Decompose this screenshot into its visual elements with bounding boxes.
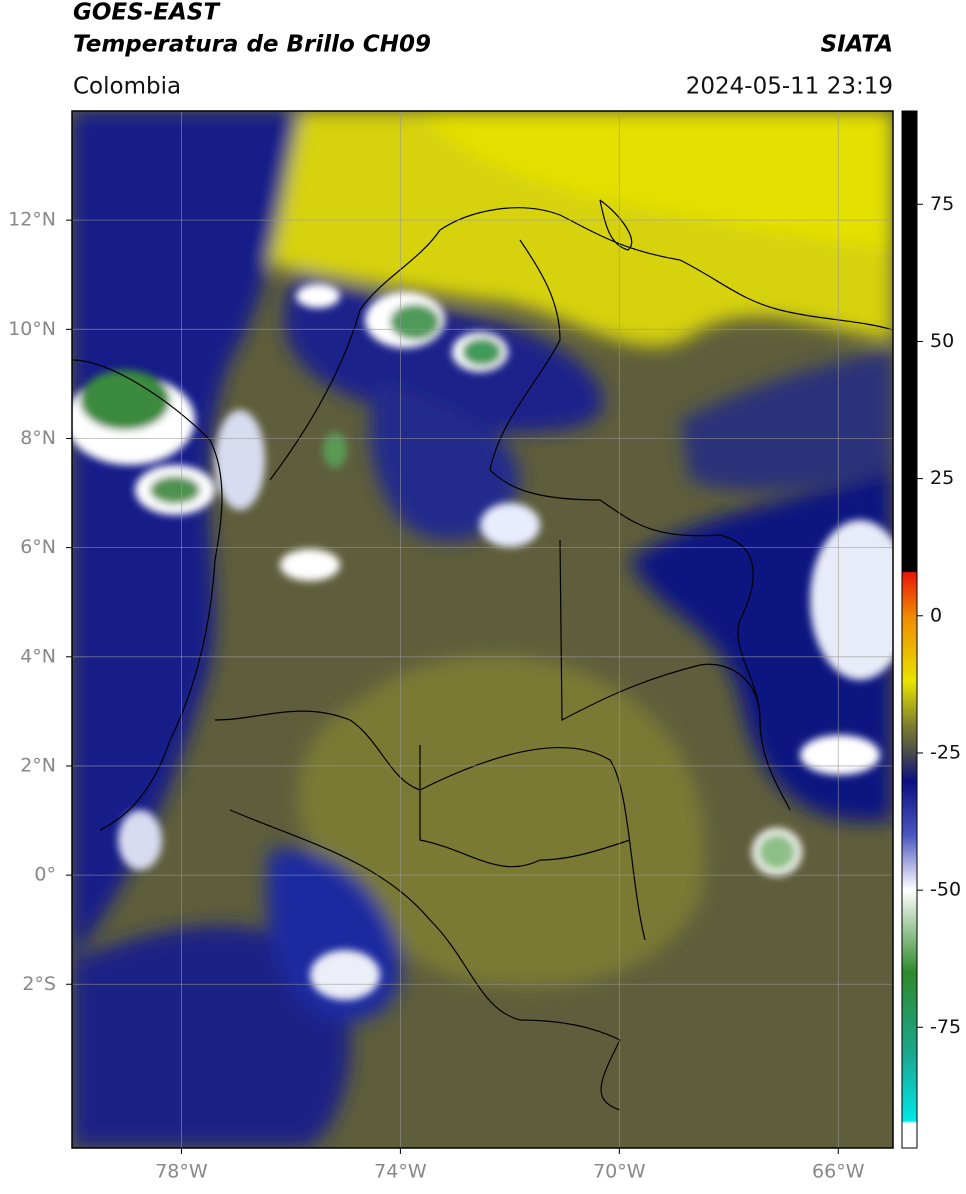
colorbar-tick-label: -50 [930,879,961,901]
boundaries [72,199,893,1111]
subtitle: Temperatura de Brillo CH09 [73,32,431,58]
colorbar-tick-label: -75 [930,1016,961,1038]
colorbar [901,110,918,1149]
y-tick-label: 10°N [8,318,56,340]
y-tick-label: 8°N [20,427,56,449]
colorbar-tick-label: 25 [930,467,954,489]
y-tick-label: 2°N [20,754,56,776]
y-tick-label: 2°S [22,973,56,995]
colorbar-tick-label: 75 [930,193,954,215]
satellite-image [72,111,893,1148]
y-tick-label: 0° [34,864,56,886]
x-tick-label: 78°W [155,1161,208,1183]
grid [72,111,893,1148]
colorbar-tick-label: -25 [930,741,961,763]
y-tick-label: 12°N [8,209,56,231]
y-tick-label: 4°N [20,645,56,667]
y-tick-label: 6°N [20,536,56,558]
map-frame [71,110,894,1149]
colorbar-tick-label: 50 [930,330,954,352]
source: SIATA [821,32,893,58]
region: Colombia [73,74,181,100]
colorbar-tick-label: 0 [930,604,942,626]
title: GOES-EAST [73,0,221,26]
x-tick-label: 70°W [593,1161,646,1183]
x-tick-label: 66°W [812,1161,865,1183]
x-tick-label: 74°W [374,1161,427,1183]
datetime: 2024-05-11 23:19 [686,74,893,100]
